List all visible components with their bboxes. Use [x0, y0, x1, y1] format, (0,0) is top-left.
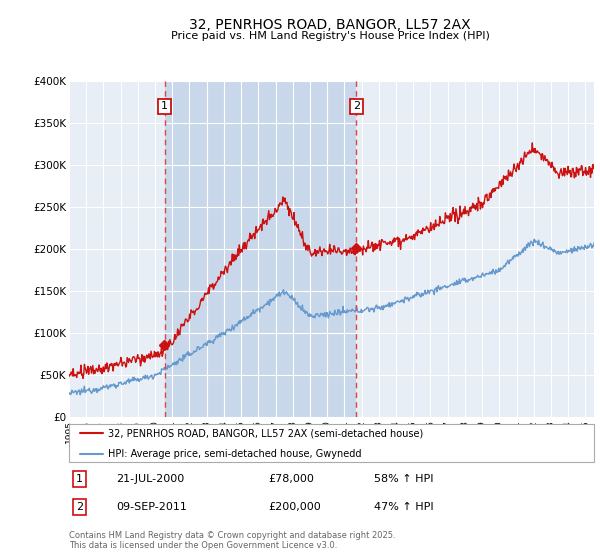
Text: Price paid vs. HM Land Registry's House Price Index (HPI): Price paid vs. HM Land Registry's House … — [170, 31, 490, 41]
Text: £78,000: £78,000 — [269, 474, 314, 484]
Text: Contains HM Land Registry data © Crown copyright and database right 2025.
This d: Contains HM Land Registry data © Crown c… — [69, 530, 395, 550]
Text: £200,000: £200,000 — [269, 502, 321, 512]
Text: 32, PENRHOS ROAD, BANGOR, LL57 2AX: 32, PENRHOS ROAD, BANGOR, LL57 2AX — [189, 18, 471, 32]
Text: 58% ↑ HPI: 58% ↑ HPI — [373, 474, 433, 484]
Text: 32, PENRHOS ROAD, BANGOR, LL57 2AX (semi-detached house): 32, PENRHOS ROAD, BANGOR, LL57 2AX (semi… — [109, 428, 424, 438]
FancyBboxPatch shape — [69, 424, 594, 462]
Text: 21-JUL-2000: 21-JUL-2000 — [116, 474, 185, 484]
Text: 2: 2 — [76, 502, 83, 512]
Text: 47% ↑ HPI: 47% ↑ HPI — [373, 502, 433, 512]
Bar — [164, 81, 356, 417]
Text: 1: 1 — [161, 101, 168, 111]
Text: 2: 2 — [353, 101, 360, 111]
Text: 1: 1 — [76, 474, 83, 484]
Text: 09-SEP-2011: 09-SEP-2011 — [116, 502, 187, 512]
Text: HPI: Average price, semi-detached house, Gwynedd: HPI: Average price, semi-detached house,… — [109, 449, 362, 459]
